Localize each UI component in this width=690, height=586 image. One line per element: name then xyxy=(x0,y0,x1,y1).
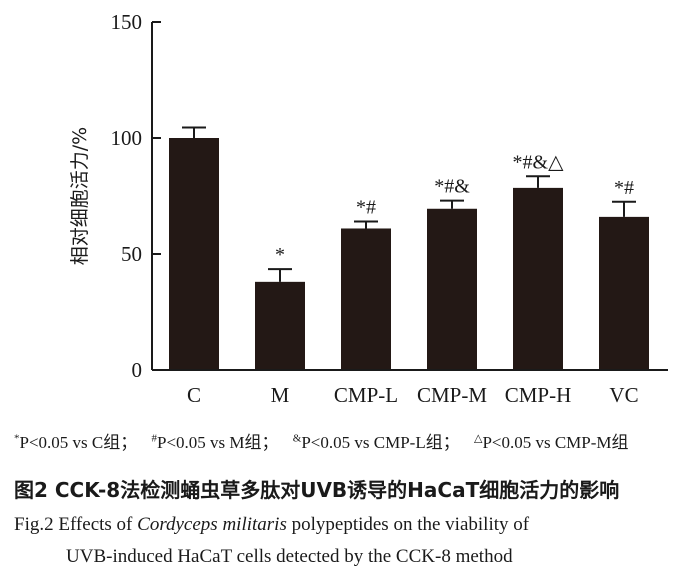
y-tick-label: 0 xyxy=(132,358,143,382)
y-tick-label: 150 xyxy=(111,10,143,34)
significance-label: * xyxy=(275,244,285,266)
bar-chart: 0 50 100 150 * *# *#& *#&△ *# C M CMP-L CMP-M CMP-H… xyxy=(69,10,668,407)
significance-label: *#&△ xyxy=(513,151,565,173)
bar xyxy=(341,228,391,370)
bar xyxy=(169,138,219,370)
figure-caption-en-line2: UVB-induced HaCaT cells detected by the … xyxy=(66,546,513,567)
x-axis: C M CMP-L CMP-M CMP-H VC xyxy=(152,369,668,407)
bar xyxy=(599,216,649,370)
y-axis-label: 相对细胞活力/% xyxy=(69,127,91,265)
significance-footnote: *P<0.05 vs C组； #P<0.05 vs M组； &P<0.05 vs… xyxy=(14,428,690,453)
y-tick-label: 50 xyxy=(121,242,142,266)
x-tick-label: C xyxy=(187,383,201,407)
y-tick-label: 100 xyxy=(111,126,143,150)
x-tick-label: CMP-H xyxy=(505,383,572,407)
bars: * *# *#& *#&△ *# xyxy=(169,126,649,370)
footnote-item-cmpl: &P<0.05 vs CMP-L组； xyxy=(292,432,460,452)
x-tick-label: M xyxy=(271,383,290,407)
x-tick-label: CMP-M xyxy=(417,383,487,407)
x-tick-label: VC xyxy=(609,383,638,407)
y-axis: 0 50 100 150 xyxy=(111,10,161,382)
significance-label: *# xyxy=(356,197,376,219)
figure-caption-en-line1: Fig.2 Effects of Cordyceps militaris pol… xyxy=(14,514,530,535)
footnote-item-m: #P<0.05 vs M组； xyxy=(151,432,279,452)
significance-label: *#& xyxy=(434,176,470,198)
bar xyxy=(255,281,305,370)
figure-title-cn: 图2 CCK-8法检测蛹虫草多肽对UVB诱导的HaCaT细胞活力的影响 xyxy=(14,478,620,502)
bar xyxy=(427,208,477,370)
significance-label: *# xyxy=(614,177,634,199)
bar xyxy=(513,187,563,370)
x-tick-label: CMP-L xyxy=(334,383,398,407)
footnote-item-c: *P<0.05 vs C组； xyxy=(14,432,138,452)
footnote-item-cmpm: △P<0.05 vs CMP-M组 xyxy=(473,432,629,452)
